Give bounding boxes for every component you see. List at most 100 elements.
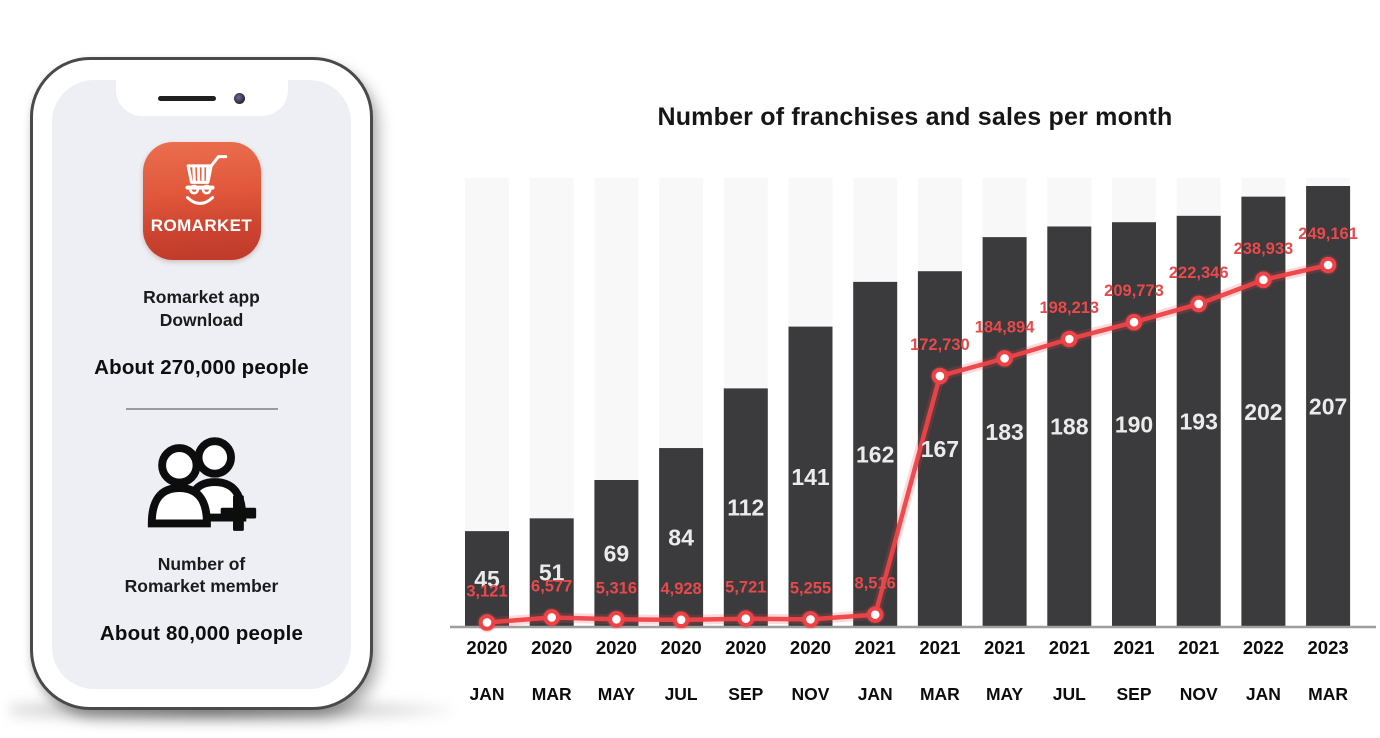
month-label: MAY [598, 684, 636, 704]
member-count-title-line2: Romarket member [124, 576, 279, 597]
franchise-bar [723, 388, 768, 627]
month-label: JUL [665, 684, 698, 704]
franchise-bar [1047, 226, 1092, 627]
sales-value-label: 5,316 [596, 579, 637, 597]
bar-value-label: 188 [1050, 414, 1089, 440]
franchise-bar [1176, 215, 1221, 627]
franchise-bar [659, 448, 704, 627]
bar-value-label: 112 [727, 495, 764, 521]
month-label: MAR [1308, 684, 1348, 704]
phone-notch [115, 80, 288, 116]
app-download-title-line1: Romarket app [143, 287, 260, 307]
app-download-title: Romarket app Download [143, 286, 260, 332]
sales-point [1255, 271, 1272, 289]
sales-point [478, 614, 496, 631]
bar-value-label: 141 [791, 464, 830, 490]
sales-point [1061, 330, 1078, 348]
bar-value-label: 202 [1244, 399, 1282, 425]
plus-icon [220, 494, 256, 531]
phone-mockup: ROMARKET Romarket app Download About 270… [30, 57, 373, 710]
sales-point [543, 609, 560, 626]
bar-value-label: 162 [856, 441, 894, 467]
sales-value-label: 198,213 [1039, 299, 1099, 317]
member-count-title-line1: Number of [157, 553, 246, 574]
app-icon-label: ROMARKET [150, 216, 253, 235]
sales-point [672, 611, 690, 629]
sales-point [608, 610, 625, 628]
sales-value-label: 172,730 [910, 336, 970, 354]
year-label: 2020 [725, 637, 766, 658]
franchise-bar [594, 480, 639, 627]
sales-point [996, 350, 1013, 367]
year-label: 2021 [1178, 637, 1219, 658]
bar-value-label: 84 [668, 525, 694, 551]
bar-value-label: 51 [539, 560, 565, 586]
bar-value-label: 207 [1309, 394, 1347, 420]
year-label: 2020 [790, 637, 831, 658]
sales-point [1125, 313, 1143, 331]
sales-line [484, 262, 1331, 625]
phone-screen: ROMARKET Romarket app Download About 270… [52, 80, 351, 689]
month-label: SEP [728, 684, 763, 704]
franchise-bar [788, 326, 833, 627]
bar-value-label: 167 [921, 436, 959, 462]
franchise-bar [1112, 222, 1156, 627]
year-label: 2020 [661, 637, 702, 658]
speaker-icon [158, 95, 216, 101]
sales-value-label: 184,894 [975, 318, 1035, 336]
download-count: About 270,000 people [94, 355, 309, 379]
franchise-bar [465, 531, 509, 627]
year-label: 2020 [466, 637, 507, 658]
sales-value-label: 209,773 [1104, 282, 1164, 300]
month-label: JAN [469, 684, 504, 704]
franchise-bar [529, 518, 574, 627]
camera-icon [234, 92, 245, 104]
month-label: MAR [532, 684, 572, 704]
sales-point [1190, 295, 1208, 313]
month-label: MAY [986, 684, 1024, 704]
month-label: NOV [1180, 684, 1218, 704]
sales-point [802, 611, 819, 628]
year-label: 2020 [531, 637, 572, 658]
month-label: JAN [858, 684, 893, 704]
chart-title: Number of franchises and sales per month [657, 103, 1173, 131]
sales-value-label: 4,928 [660, 580, 701, 598]
member-count: About 80,000 people [99, 622, 304, 645]
year-label: 2020 [596, 637, 637, 658]
year-label: 2021 [919, 637, 960, 658]
franchise-bar [917, 271, 962, 627]
sales-point [1319, 256, 1337, 274]
franchise-bar [853, 281, 898, 627]
year-label: 2021 [855, 637, 896, 658]
month-label: NOV [792, 684, 830, 704]
sales-point [737, 610, 755, 627]
franchise-bar [982, 237, 1027, 627]
app-download-title-line2: Download [159, 309, 244, 330]
franchise-sales-chart: 453,121 2020 JAN 516,577 2020 MAR 69 5,316 2020 M… [450, 178, 1376, 704]
sales-point [866, 606, 884, 623]
bar-value-label: 193 [1180, 408, 1218, 434]
month-label: MAR [920, 684, 960, 704]
sales-value-label: 238,933 [1234, 240, 1294, 258]
add-members-icon [138, 432, 266, 549]
month-label: JAN [1246, 684, 1281, 704]
sales-value-label: 8,516 [855, 575, 896, 593]
shopping-cart-icon [185, 155, 227, 205]
sales-point [931, 367, 949, 385]
section-divider [125, 407, 278, 410]
bar-value-label: 45 [474, 566, 500, 592]
sales-value-label: 5,721 [725, 579, 766, 597]
bar-value-label: 183 [985, 419, 1023, 445]
bar-value-label: 190 [1115, 412, 1153, 438]
sales-value-label: 5,255 [790, 579, 831, 597]
year-label: 2021 [1113, 637, 1154, 658]
year-label: 2021 [984, 637, 1025, 658]
month-label: SEP [1116, 684, 1151, 704]
romarket-app-icon: ROMARKET [142, 142, 261, 260]
month-label: JUL [1053, 684, 1086, 704]
sales-value-label: 3,121 [466, 582, 507, 600]
sales-value-label: 6,577 [531, 577, 572, 595]
bar-value-label: 69 [604, 541, 630, 567]
year-label: 2023 [1308, 637, 1349, 658]
year-label: 2022 [1243, 637, 1284, 658]
